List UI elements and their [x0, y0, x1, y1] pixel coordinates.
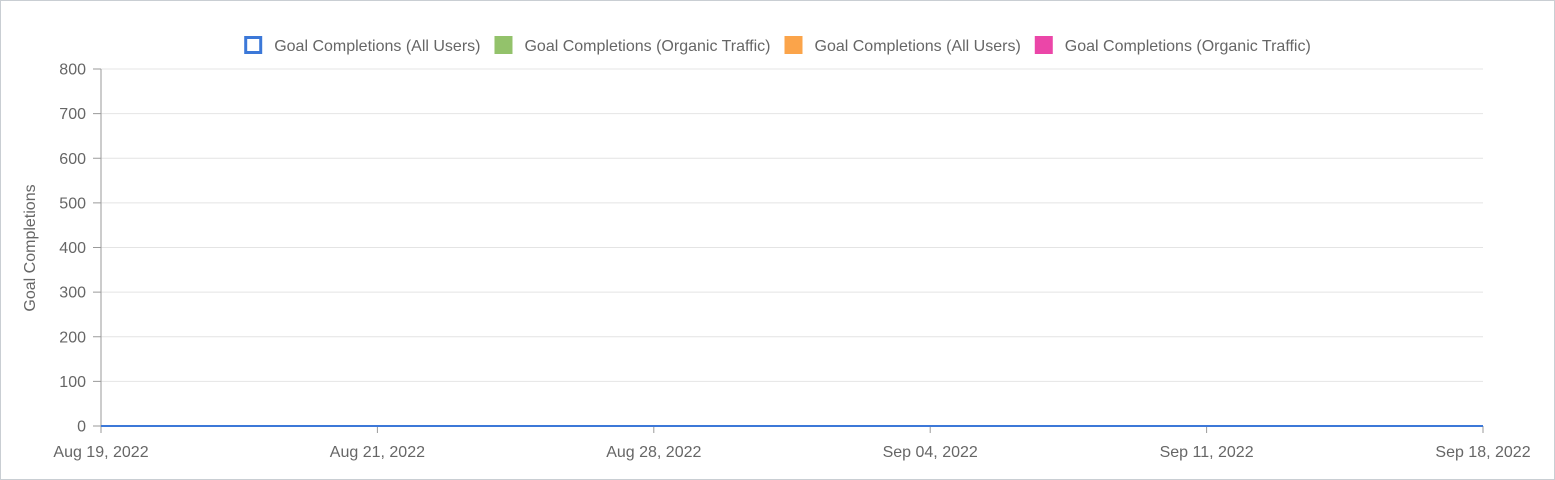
- y-tick-label: 600: [59, 151, 86, 168]
- gridlines: [101, 68, 1483, 427]
- y-tick-label: 700: [59, 106, 86, 123]
- y-tick-label: 400: [59, 240, 86, 257]
- legend-label: Goal Completions (Organic Traffic): [524, 38, 770, 55]
- y-tick-label: 500: [59, 195, 86, 212]
- y-tick-label: 300: [59, 285, 86, 302]
- x-tick-label: Aug 19, 2022: [53, 444, 148, 461]
- legend-swatch: [1034, 36, 1053, 54]
- x-tick-label: Sep 04, 2022: [883, 444, 978, 461]
- x-tick-label: Aug 21, 2022: [330, 444, 425, 461]
- y-axis: 0 100 200 300 400 500 600 700 800: [59, 62, 102, 436]
- legend-swatch: [244, 36, 263, 54]
- x-axis: Aug 19, 2022 Aug 21, 2022 Aug 28, 2022 Sep …: [53, 426, 1531, 461]
- legend-item[interactable]: Goal Completions (All Users): [784, 36, 1021, 55]
- y-tick-label: 200: [59, 329, 86, 346]
- legend-swatch: [784, 36, 803, 54]
- legend-item[interactable]: Goal Completions (Organic Traffic): [1034, 36, 1311, 55]
- legend: Goal Completions (All Users) Goal Complet…: [244, 36, 1311, 56]
- legend-label: Goal Completions (All Users): [815, 38, 1021, 55]
- y-tick-label: 100: [59, 374, 86, 391]
- legend-item[interactable]: Goal Completions (Organic Traffic): [494, 36, 771, 55]
- x-tick-label: Sep 18, 2022: [1435, 444, 1530, 461]
- legend-swatch: [494, 36, 513, 54]
- x-tick-label: Sep 11, 2022: [1160, 444, 1254, 461]
- y-axis-title: Goal Completions: [22, 184, 39, 311]
- legend-label: Goal Completions (Organic Traffic): [1065, 38, 1311, 55]
- y-tick-label: 0: [77, 419, 86, 436]
- legend-label: Goal Completions (All Users): [274, 38, 480, 55]
- legend-item[interactable]: Goal Completions (All Users): [244, 36, 481, 56]
- x-tick-label: Aug 28, 2022: [606, 444, 701, 461]
- y-tick-label: 800: [59, 62, 86, 79]
